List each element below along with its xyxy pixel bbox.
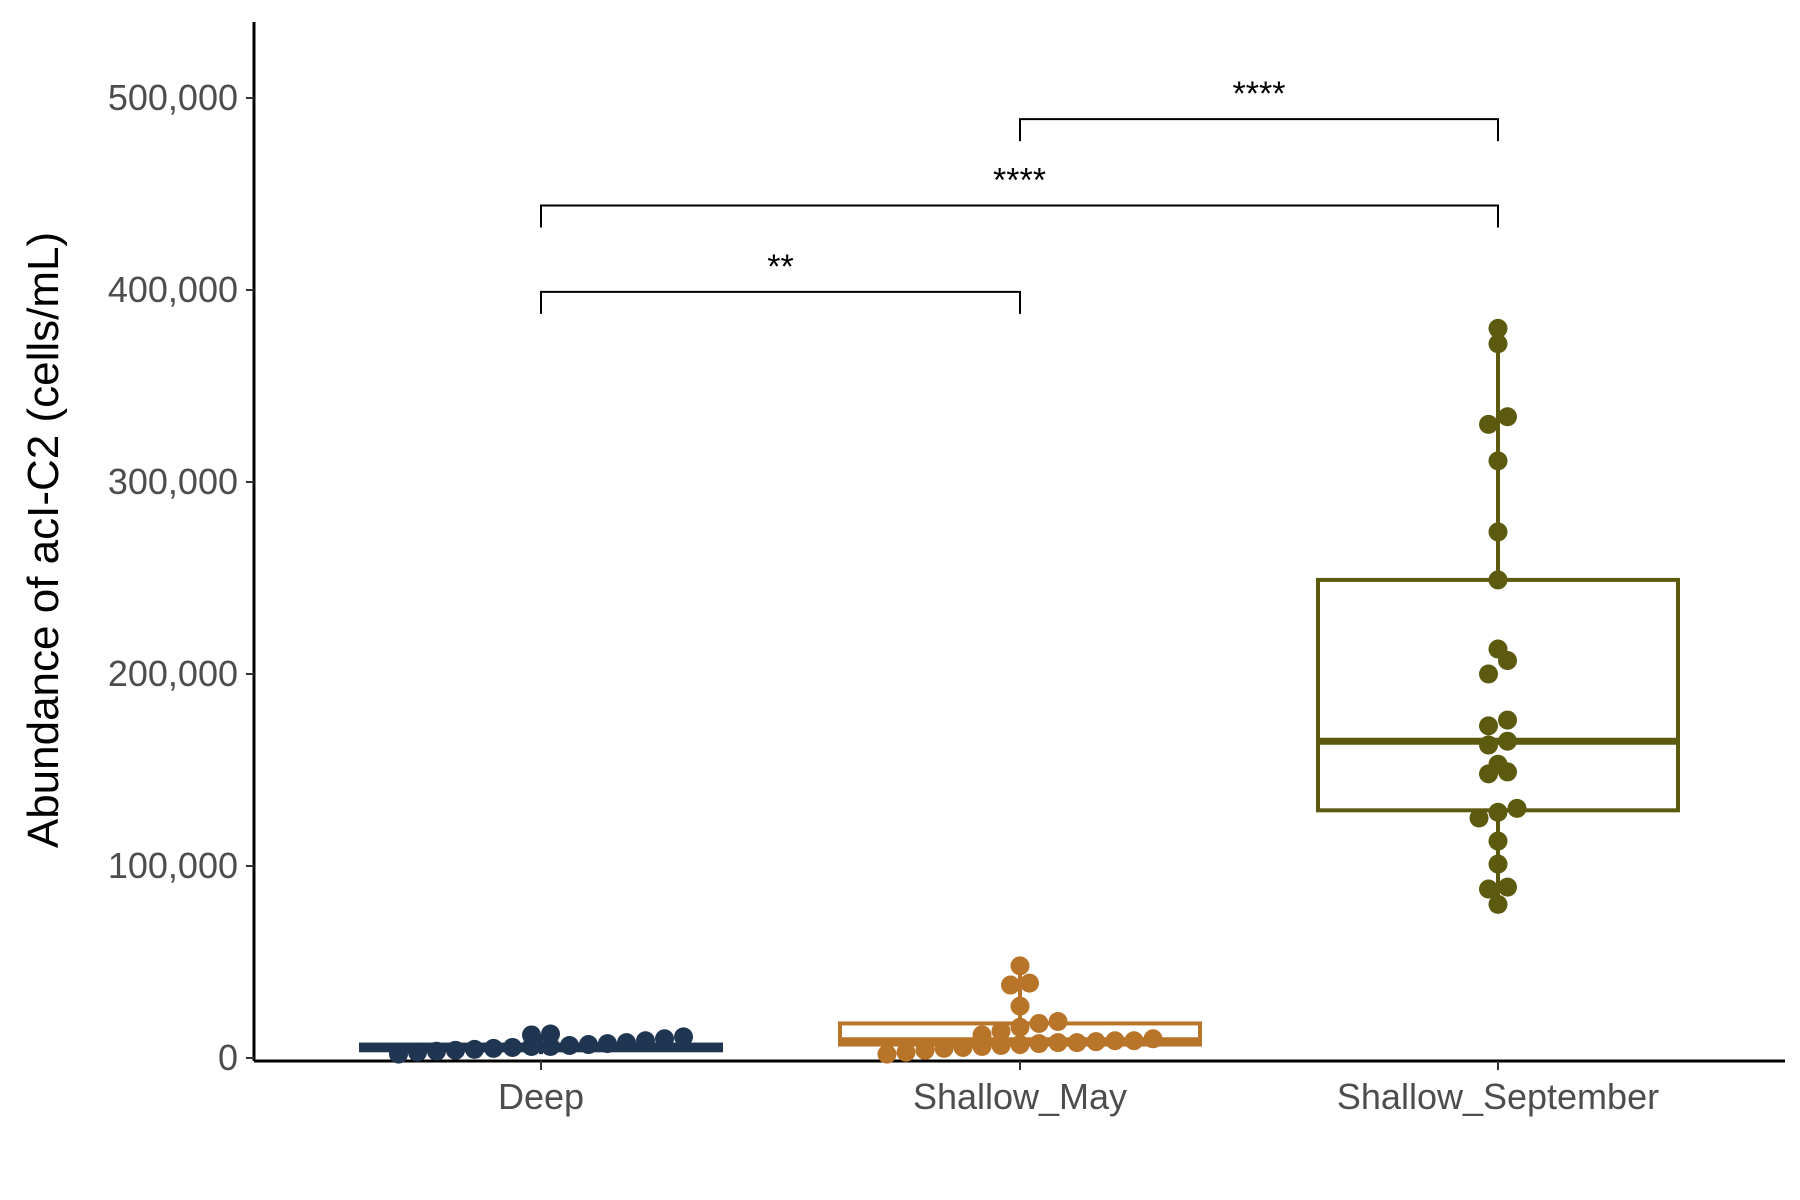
data-point xyxy=(1479,414,1498,434)
data-point xyxy=(1067,1033,1087,1053)
y-axis-title: Abundance of acI-C2 (cells/mL) xyxy=(19,232,68,848)
significance-brackets: ********** xyxy=(540,75,1499,314)
data-point xyxy=(1029,1013,1049,1033)
data-point xyxy=(1488,854,1508,874)
data-point xyxy=(1488,522,1508,542)
data-point xyxy=(1498,407,1517,427)
data-point xyxy=(1048,1012,1068,1032)
data-point xyxy=(1488,451,1508,471)
data-point xyxy=(427,1041,446,1061)
data-point xyxy=(1498,762,1517,782)
data-point xyxy=(1498,651,1517,671)
data-point xyxy=(655,1029,674,1049)
significance-label: ** xyxy=(767,248,793,286)
data-point xyxy=(1488,802,1508,822)
significance-bracket xyxy=(1019,118,1499,142)
data-point xyxy=(934,1038,954,1058)
data-point xyxy=(1488,570,1508,590)
y-tick-label: 100,000 xyxy=(108,845,238,886)
data-point xyxy=(1001,975,1020,995)
box-group xyxy=(359,328,1680,1055)
data-point xyxy=(953,1037,973,1057)
data-point xyxy=(1479,735,1498,755)
data-point xyxy=(1010,1035,1030,1055)
x-tick-label: Shallow_September xyxy=(1337,1076,1659,1117)
y-tick-label: 0 xyxy=(218,1037,238,1078)
data-point xyxy=(1488,894,1508,914)
data-point xyxy=(1010,956,1030,976)
y-tick-label: 500,000 xyxy=(108,77,238,118)
data-point xyxy=(972,1036,992,1056)
y-axis: 0 100,000 200,000 300,000 400,000 500,000 xyxy=(108,22,256,1078)
data-point xyxy=(1105,1031,1125,1051)
significance-bracket xyxy=(540,290,1021,314)
data-point xyxy=(598,1034,617,1054)
data-point xyxy=(1479,716,1498,736)
x-tick-label: Shallow_May xyxy=(913,1076,1127,1117)
data-point xyxy=(1488,334,1508,354)
data-point xyxy=(1488,831,1508,851)
data-point xyxy=(503,1037,522,1057)
significance-label: **** xyxy=(1233,75,1286,113)
data-point xyxy=(522,1036,541,1056)
data-point xyxy=(674,1027,693,1047)
data-point xyxy=(1498,731,1517,751)
significance-bracket xyxy=(540,204,1499,228)
data-point xyxy=(465,1039,484,1059)
x-axis: Deep Shallow_May Shallow_September xyxy=(254,1059,1785,1117)
data-point xyxy=(636,1031,655,1051)
data-point xyxy=(1479,879,1498,899)
data-point xyxy=(1086,1032,1106,1052)
data-point xyxy=(991,1036,1011,1056)
data-point xyxy=(1143,1029,1163,1049)
data-point xyxy=(1498,710,1517,730)
data-point xyxy=(877,1044,897,1064)
data-point xyxy=(1020,973,1039,993)
data-point xyxy=(541,1036,560,1056)
box-iqr xyxy=(1316,577,1680,813)
data-point xyxy=(1479,664,1498,684)
data-point xyxy=(484,1038,503,1058)
data-point xyxy=(1498,877,1517,897)
y-tick-label: 200,000 xyxy=(108,653,238,694)
points-group xyxy=(389,318,1527,1064)
data-point xyxy=(991,1021,1011,1041)
data-point xyxy=(1479,764,1498,784)
data-point xyxy=(896,1042,916,1062)
data-point xyxy=(408,1042,427,1062)
data-point xyxy=(579,1035,598,1055)
data-point xyxy=(389,1044,408,1064)
data-point xyxy=(1048,1033,1068,1053)
x-tick-label: Deep xyxy=(498,1076,584,1117)
data-point xyxy=(446,1040,465,1060)
data-point xyxy=(915,1040,935,1060)
data-point xyxy=(1488,318,1508,338)
y-tick-label: 400,000 xyxy=(108,269,238,310)
data-point xyxy=(1010,996,1030,1016)
data-point xyxy=(1010,1017,1030,1037)
data-point xyxy=(1029,1034,1049,1054)
data-point xyxy=(1507,798,1527,818)
y-tick-label: 300,000 xyxy=(108,461,238,502)
significance-label: **** xyxy=(993,162,1046,200)
data-point xyxy=(617,1033,636,1053)
data-point xyxy=(1469,808,1489,828)
data-point xyxy=(560,1036,579,1056)
data-point xyxy=(1124,1031,1144,1051)
